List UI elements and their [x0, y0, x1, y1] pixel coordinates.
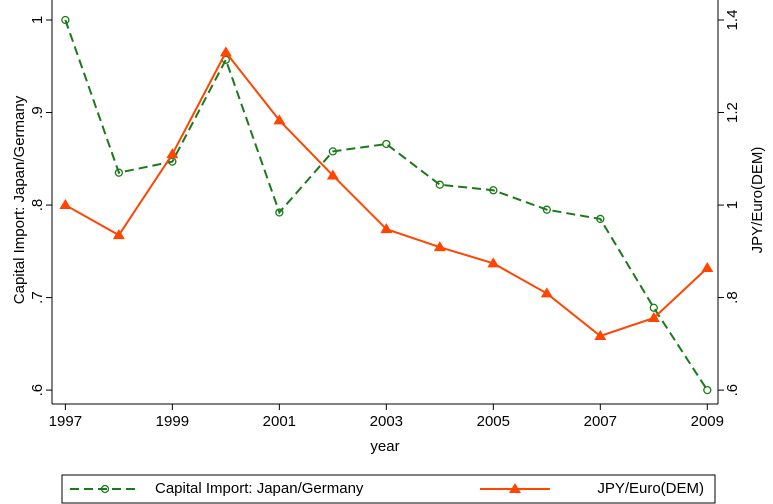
point — [596, 214, 605, 224]
point — [542, 205, 551, 214]
point — [540, 287, 553, 298]
x-tick-label: 1999 — [156, 413, 189, 430]
point — [433, 241, 446, 252]
y-tick-label: .9 — [29, 106, 46, 119]
point — [112, 229, 125, 240]
point — [382, 139, 391, 149]
legend-box — [61, 474, 716, 504]
x-tick-label: 1997 — [49, 413, 82, 430]
point — [114, 168, 124, 177]
point — [380, 223, 393, 234]
point — [61, 15, 70, 25]
y2-tick-label: 1.4 — [724, 10, 741, 31]
series-line — [64, 50, 708, 338]
y2-tick-label: .8 — [724, 291, 741, 304]
point — [647, 311, 660, 322]
y2-tick-label: 1.2 — [724, 102, 741, 123]
point — [326, 169, 339, 180]
y-tick-label: .8 — [29, 199, 46, 212]
point — [489, 186, 498, 195]
y2-tick-label: 1 — [724, 201, 741, 209]
x-tick-label: 2009 — [691, 413, 724, 430]
point — [649, 303, 658, 312]
legend-label: Capital Import: Japan/Germany — [155, 480, 364, 497]
point — [435, 180, 444, 189]
point — [487, 257, 500, 268]
point — [273, 114, 286, 125]
y-tick-label: .7 — [29, 291, 46, 304]
point — [219, 46, 232, 57]
x-axis-title: year — [370, 438, 399, 455]
legend-marker — [100, 484, 110, 494]
point — [594, 329, 607, 340]
x-tick-label: 2007 — [584, 413, 617, 430]
point — [328, 147, 337, 156]
point — [701, 261, 714, 272]
point — [59, 199, 72, 210]
x-tick-label: 2001 — [263, 413, 296, 430]
y-tick-label: .6 — [29, 384, 46, 397]
y2-axis-title: JPY/Euro(DEM) — [749, 147, 766, 254]
y2-tick-label: .6 — [724, 384, 741, 397]
series-line — [64, 19, 709, 391]
point — [703, 385, 712, 395]
legend-marker — [509, 483, 521, 493]
x-tick-label: 2003 — [370, 413, 403, 430]
point — [166, 148, 179, 159]
x-tick-label: 2005 — [477, 413, 510, 430]
y-axis-title: Capital Import: Japan/Germany — [11, 95, 28, 304]
legend-label: JPY/Euro(DEM) — [597, 480, 704, 497]
y-tick-label: 1 — [29, 16, 46, 24]
point — [275, 208, 284, 217]
